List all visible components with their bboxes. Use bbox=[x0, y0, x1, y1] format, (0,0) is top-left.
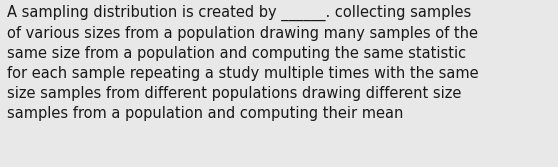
Text: A sampling distribution is created by ______. collecting samples
of various size: A sampling distribution is created by __… bbox=[7, 5, 479, 121]
